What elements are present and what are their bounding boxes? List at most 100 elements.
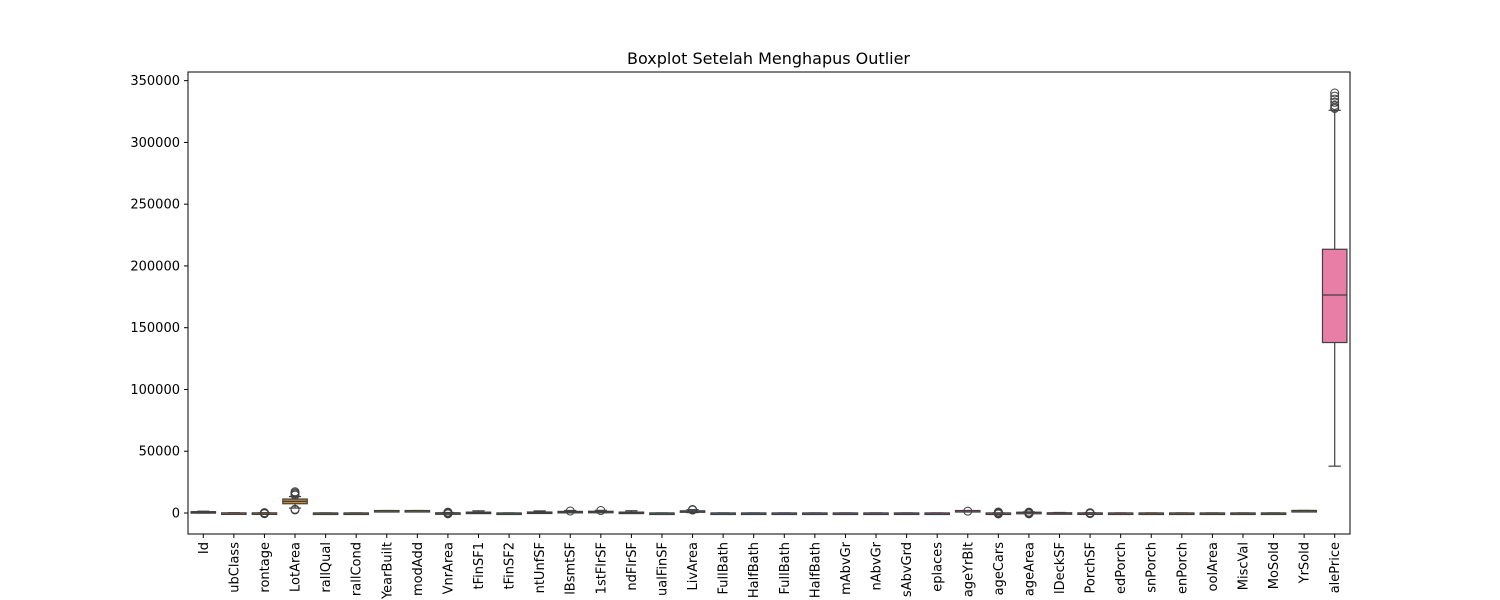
outlier-point (688, 505, 698, 515)
outlier-point (565, 506, 575, 516)
box-group-oolarea (1199, 512, 1226, 516)
y-tick-label: 250000 (130, 198, 180, 213)
box-group-eplaces (924, 512, 951, 516)
box-group-vnrarea (435, 507, 461, 519)
box-group-mabvgr (832, 512, 859, 516)
outlier-point (1330, 97, 1340, 107)
x-tick-label: 1stFlrSF (594, 542, 609, 594)
plot-area (190, 88, 1348, 519)
box-group-aleprice (1321, 88, 1348, 467)
outlier-point (1330, 88, 1340, 98)
box-group-enporch (1168, 512, 1195, 516)
x-tick-label: HalfBath (808, 542, 823, 598)
outlier-point (993, 507, 1003, 517)
box-group-ubclass (221, 512, 247, 516)
x-tick-label: Id (197, 542, 212, 554)
x-tick-label: lBsmtSF (564, 542, 579, 595)
box-group-miscval (1230, 512, 1256, 516)
box-group-1stflrsf (587, 506, 614, 516)
x-tick-label: ubClass (227, 542, 242, 593)
x-tick-label: ageYrBlt (961, 542, 976, 597)
box-group-mosold (1260, 512, 1287, 516)
box-group-ageyrblt (954, 506, 981, 516)
box-group-id (190, 510, 217, 514)
box-group-yrsold (1291, 509, 1317, 513)
x-tick-label: tFinSF1 (472, 542, 487, 589)
box-group-modadd (404, 509, 431, 513)
box-group-ualfinsf (649, 512, 675, 516)
y-tick-label: 350000 (130, 74, 180, 89)
box-group-rontage (251, 508, 278, 519)
box-group-fullbath (710, 512, 736, 516)
outlier-point (290, 504, 300, 514)
x-tick-label: ageArea (1022, 542, 1037, 596)
box-group-sabvgrd (893, 512, 920, 516)
outlier-point (596, 506, 606, 516)
box-group-porchsf (1077, 508, 1103, 519)
x-tick-label: ndFlrSF (625, 542, 640, 591)
x-tick-label: ageCars (992, 542, 1007, 596)
x-tick-label: ntUnfSF (533, 542, 548, 593)
y-tick-label: 100000 (130, 383, 180, 398)
x-tick-label: rallCond (350, 542, 365, 596)
outlier-point (1330, 91, 1340, 101)
x-tick-label: MiscVal (1236, 542, 1251, 590)
x-tick-label: rontage (258, 542, 273, 593)
x-tick-label: ualFinSF (655, 542, 670, 596)
x-tick-label: rallQual (319, 542, 334, 593)
x-tick-label: eplaces (931, 542, 946, 592)
axes: 0 50000 100000 150000 200000 250000 300000 3500… (130, 71, 1351, 600)
x-tick-label: HalfBath (747, 542, 762, 598)
y-tick-label: 150000 (130, 321, 180, 336)
box-group-ntunfsf (526, 510, 553, 515)
box-group-halfbath (740, 512, 767, 516)
outlier-point (1085, 508, 1095, 518)
x-tick-label: PorchSF (1084, 542, 1099, 594)
x-tick-label: snPorch (1145, 542, 1160, 593)
x-tick-label: edPorch (1114, 542, 1129, 594)
y-tick-label: 200000 (130, 259, 180, 274)
x-tick-label: alePrice (1328, 542, 1343, 593)
x-tick-label: VnrArea (441, 542, 456, 594)
box-group-tfinsf2 (496, 512, 522, 516)
x-tick-label: tFinSF2 (503, 542, 518, 589)
x-tick-label: MoSold (1267, 542, 1282, 589)
box-group-halfbath (802, 512, 828, 516)
x-tick-label: sAbvGrd (900, 542, 915, 597)
plot-frame (187, 71, 1351, 535)
x-tick-label: LivArea (686, 542, 701, 590)
outlier-point (963, 506, 973, 516)
x-tick-label: enPorch (1175, 542, 1190, 594)
x-tick-label: nAbvGr (870, 541, 885, 590)
outlier-point (1330, 100, 1340, 110)
box-group-tfinsf1 (465, 510, 492, 515)
x-tick-label: LotArea (289, 542, 304, 592)
box-group-nabvgr (863, 512, 889, 516)
x-tick-label: FullBath (778, 542, 793, 594)
outlier-point (1024, 507, 1034, 517)
box-group-ldecksf (1046, 511, 1073, 515)
box-group-yearbuilt (373, 509, 400, 513)
outlier-point (1330, 94, 1340, 104)
x-tick-label: YrSold (1298, 542, 1313, 584)
outlier-point (443, 507, 453, 517)
y-tick-label: 50000 (139, 445, 180, 460)
box-group-ndflrsf (618, 510, 645, 515)
x-tick-label: FullBath (717, 542, 732, 594)
box-group-livarea (679, 505, 706, 515)
x-tick-label: YearBuilt (380, 542, 395, 600)
x-tick-label: lDeckSF (1053, 542, 1068, 594)
box (1321, 248, 1348, 344)
box-group-rallcond (343, 512, 370, 516)
box-group-rallqual (312, 512, 339, 516)
outlier-point (290, 487, 300, 497)
chart-title: Boxplot Setelah Menghapus Outlier (627, 49, 910, 68)
box-group-snporch (1138, 512, 1165, 516)
x-tick-label: oolArea (1206, 542, 1221, 591)
box-group-edporch (1107, 512, 1134, 516)
box-group-agearea (1016, 507, 1042, 519)
y-tick-label: 300000 (130, 136, 180, 151)
y-tick-label: 0 (172, 507, 180, 522)
x-tick-label: mAbvGr (839, 541, 854, 595)
